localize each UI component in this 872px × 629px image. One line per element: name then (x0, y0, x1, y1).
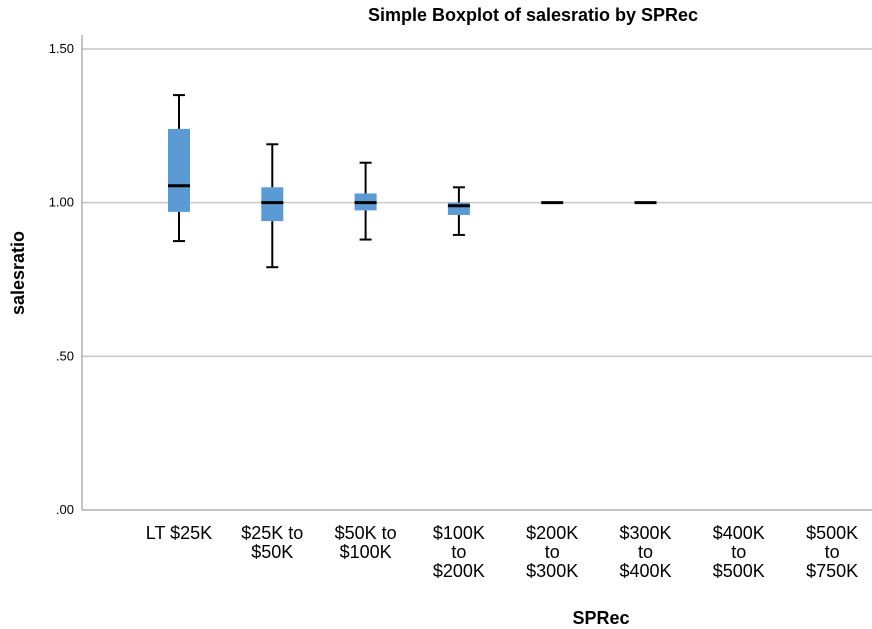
x-tick-line: to (731, 542, 746, 562)
box-group (447, 186, 470, 236)
chart-title: Simple Boxplot of salesratio by SPRec (368, 5, 698, 25)
x-tick-line: $100K (433, 523, 485, 543)
x-tick-label: $50K to $100K (335, 523, 397, 562)
x-tick-label: LT $25K (146, 523, 212, 543)
y-tick-label: .50 (56, 348, 74, 363)
x-axis-title: SPRec (572, 608, 629, 628)
x-tick-line: $500K (713, 561, 765, 581)
x-tick-line: $200K (433, 561, 485, 581)
x-tick-label: $100K to $200K (433, 523, 485, 581)
boxes (168, 94, 657, 269)
x-tick-line: $500K (806, 523, 858, 543)
x-tick-label: $300K to $400K (619, 523, 671, 581)
x-tick-line: $300K (619, 523, 671, 543)
gridlines (82, 48, 872, 358)
box-group (261, 143, 284, 269)
x-tick-line: $200K (526, 523, 578, 543)
x-tick-line: $100K (340, 542, 392, 562)
x-tick-line: to (638, 542, 653, 562)
box-group (354, 161, 377, 241)
x-tick-line: to (451, 542, 466, 562)
x-tick-line: $300K (526, 561, 578, 581)
x-tick-line: $50K (251, 542, 293, 562)
y-tick-labels: .00 .50 1.00 1.50 (49, 41, 74, 517)
x-tick-line: $400K (619, 561, 671, 581)
x-tick-label: $500K to $750K (806, 523, 858, 581)
x-tick-line: $750K (806, 561, 858, 581)
x-tick-line: $400K (713, 523, 765, 543)
x-tick-labels: LT $25K $25K to $50K$50K to $100K$100K to $20… (146, 523, 858, 581)
x-tick-label: $400K to $500K (713, 523, 765, 581)
x-tick-line: to (825, 542, 840, 562)
y-tick-label: 1.50 (49, 41, 74, 56)
box-group (168, 94, 190, 243)
x-tick-line: $50K to (335, 523, 397, 543)
x-tick-label: $25K to $50K (241, 523, 303, 562)
iqr-box (168, 128, 190, 212)
x-tick-line: $25K to (241, 523, 303, 543)
x-tick-label: $200K to $300K (526, 523, 578, 581)
x-tick-line: to (545, 542, 560, 562)
y-axis-title: salesratio (8, 231, 28, 315)
y-tick-label: 1.00 (49, 195, 74, 210)
iqr-box (261, 187, 284, 222)
x-tick-line: LT $25K (146, 523, 212, 543)
y-tick-label: .00 (56, 502, 74, 517)
